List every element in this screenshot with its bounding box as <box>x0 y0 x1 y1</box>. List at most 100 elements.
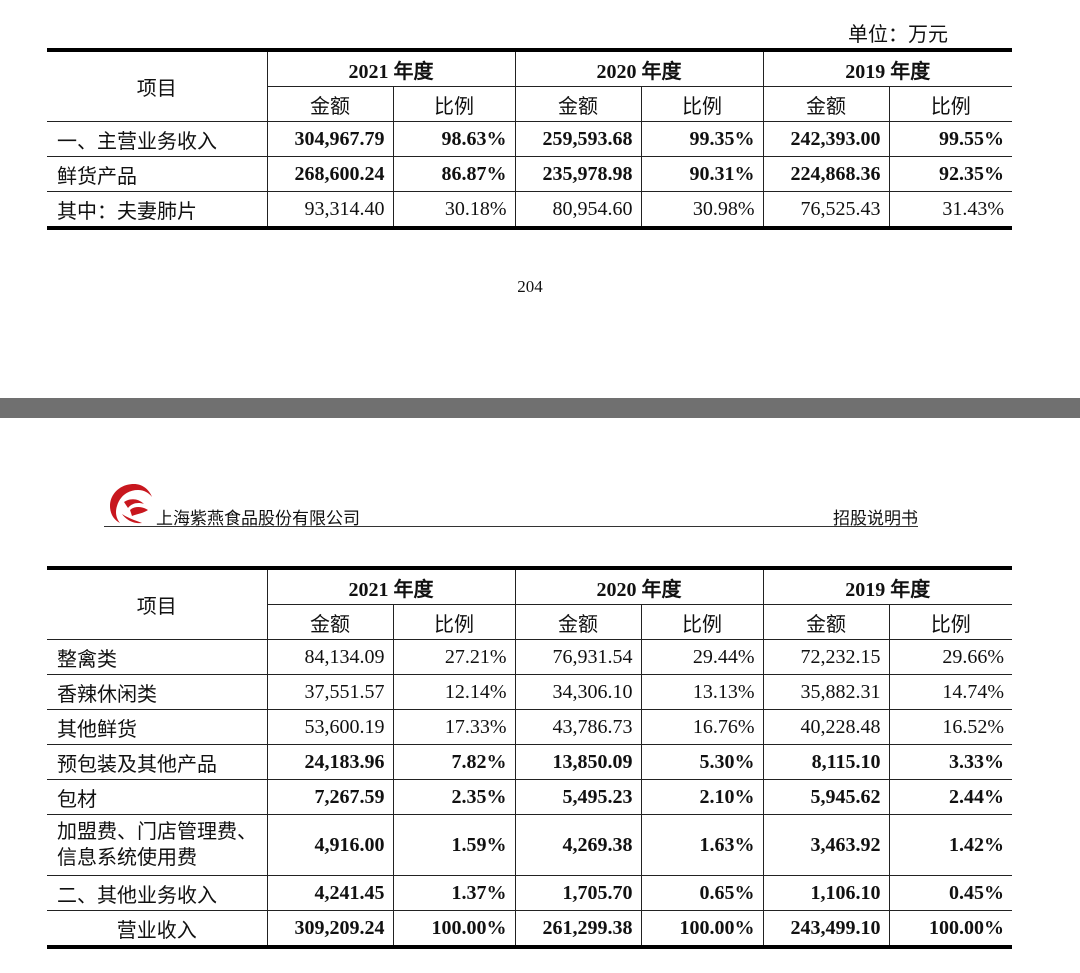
header-amount: 金额 <box>266 86 394 122</box>
cell-value: 12.14% <box>392 674 516 710</box>
header-ratio: 比例 <box>640 86 764 122</box>
cell-value: 1.59% <box>392 814 516 876</box>
cell-value: 1.42% <box>888 814 1012 876</box>
cell-value: 80,954.60 <box>514 191 642 230</box>
cell-value: 27.21% <box>392 639 516 675</box>
header-amount: 金额 <box>514 604 642 640</box>
table-row: 营业收入 309,209.24 100.00% 261,299.38 100.0… <box>47 910 1012 949</box>
cell-value: 92.35% <box>888 156 1012 192</box>
cell-value: 72,232.15 <box>762 639 890 675</box>
header-ratio: 比例 <box>888 86 1012 122</box>
cell-value: 5.30% <box>640 744 764 780</box>
row-label: 一、主营业务收入 <box>47 121 268 157</box>
cell-value: 100.00% <box>640 910 764 949</box>
cell-value: 13,850.09 <box>514 744 642 780</box>
cell-value: 29.44% <box>640 639 764 675</box>
cell-value: 2.10% <box>640 779 764 815</box>
row-label: 包材 <box>47 779 268 815</box>
cell-value: 242,393.00 <box>762 121 890 157</box>
cell-value: 3.33% <box>888 744 1012 780</box>
row-label-line: 信息系统使用费 <box>57 847 197 869</box>
cell-value: 243,499.10 <box>762 910 890 949</box>
row-label: 营业收入 <box>47 910 268 949</box>
unit-label: 单位：万元 <box>848 24 948 46</box>
cell-value: 14.74% <box>888 674 1012 710</box>
row-label: 香辣休闲类 <box>47 674 268 710</box>
cell-value: 224,868.36 <box>762 156 890 192</box>
cell-value: 43,786.73 <box>514 709 642 745</box>
cell-value: 1.63% <box>640 814 764 876</box>
cell-value: 1.37% <box>392 875 516 911</box>
cell-value: 5,945.62 <box>762 779 890 815</box>
cell-value: 3,463.92 <box>762 814 890 876</box>
header-ratio: 比例 <box>640 604 764 640</box>
header-year-2019: 2019 年度 <box>762 566 1012 605</box>
row-label: 加盟费、门店管理费、 信息系统使用费 <box>47 814 268 876</box>
row-label: 其中：夫妻肺片 <box>47 191 268 230</box>
header-item: 项目 <box>47 566 268 640</box>
cell-value: 76,931.54 <box>514 639 642 675</box>
cell-value: 37,551.57 <box>266 674 394 710</box>
header-item: 项目 <box>47 48 268 122</box>
table-row: 加盟费、门店管理费、 信息系统使用费 4,916.00 1.59% 4,269.… <box>47 814 1012 876</box>
document-type: 招股说明书 <box>833 509 918 529</box>
cell-value: 4,269.38 <box>514 814 642 876</box>
cell-value: 261,299.38 <box>514 910 642 949</box>
company-logo-icon <box>110 484 152 524</box>
cell-value: 100.00% <box>888 910 1012 949</box>
header-ratio: 比例 <box>888 604 1012 640</box>
cell-value: 30.98% <box>640 191 764 230</box>
cell-value: 29.66% <box>888 639 1012 675</box>
table-row: 预包装及其他产品 24,183.96 7.82% 13,850.09 5.30%… <box>47 744 1012 780</box>
cell-value: 90.31% <box>640 156 764 192</box>
revenue-table-part-2: 项目 2021 年度 2020 年度 2019 年度 金额 比例 金额 比例 金… <box>47 566 1012 949</box>
cell-value: 5,495.23 <box>514 779 642 815</box>
cell-value: 268,600.24 <box>266 156 394 192</box>
header-year-2020: 2020 年度 <box>514 566 764 605</box>
header-year-2021: 2021 年度 <box>266 48 516 87</box>
page-number: 204 <box>517 277 543 296</box>
cell-value: 13.13% <box>640 674 764 710</box>
cell-value: 100.00% <box>392 910 516 949</box>
table-row: 其他鲜货 53,600.19 17.33% 43,786.73 16.76% 4… <box>47 709 1012 745</box>
cell-value: 4,916.00 <box>266 814 394 876</box>
row-label: 二、其他业务收入 <box>47 875 268 911</box>
cell-value: 34,306.10 <box>514 674 642 710</box>
table-row: 一、主营业务收入 304,967.79 98.63% 259,593.68 99… <box>47 121 1012 157</box>
cell-value: 98.63% <box>392 121 516 157</box>
cell-value: 93,314.40 <box>266 191 394 230</box>
table-row: 二、其他业务收入 4,241.45 1.37% 1,705.70 0.65% 1… <box>47 875 1012 911</box>
cell-value: 309,209.24 <box>266 910 394 949</box>
cell-value: 0.65% <box>640 875 764 911</box>
header-amount: 金额 <box>762 604 890 640</box>
cell-value: 2.44% <box>888 779 1012 815</box>
cell-value: 84,134.09 <box>266 639 394 675</box>
cell-value: 0.45% <box>888 875 1012 911</box>
header-ratio: 比例 <box>392 604 516 640</box>
cell-value: 2.35% <box>392 779 516 815</box>
cell-value: 24,183.96 <box>266 744 394 780</box>
header-amount: 金额 <box>266 604 394 640</box>
company-name: 上海紫燕食品股份有限公司 <box>156 509 360 529</box>
cell-value: 17.33% <box>392 709 516 745</box>
row-label-line: 加盟费、门店管理费、 <box>57 821 257 843</box>
table-row: 其中：夫妻肺片 93,314.40 30.18% 80,954.60 30.98… <box>47 191 1012 230</box>
cell-value: 40,228.48 <box>762 709 890 745</box>
revenue-table-part-1: 项目 2021 年度 2020 年度 2019 年度 金额 比例 金额 比例 金… <box>47 48 1012 230</box>
cell-value: 16.76% <box>640 709 764 745</box>
page-header: 上海紫燕食品股份有限公司 招股说明书 <box>104 480 918 529</box>
cell-value: 259,593.68 <box>514 121 642 157</box>
cell-value: 16.52% <box>888 709 1012 745</box>
cell-value: 304,967.79 <box>266 121 394 157</box>
header-year-2021: 2021 年度 <box>266 566 516 605</box>
header-amount: 金额 <box>514 86 642 122</box>
header-year-2020: 2020 年度 <box>514 48 764 87</box>
table-row: 包材 7,267.59 2.35% 5,495.23 2.10% 5,945.6… <box>47 779 1012 815</box>
row-label: 整禽类 <box>47 639 268 675</box>
cell-value: 4,241.45 <box>266 875 394 911</box>
cell-value: 53,600.19 <box>266 709 394 745</box>
cell-value: 35,882.31 <box>762 674 890 710</box>
cell-value: 1,705.70 <box>514 875 642 911</box>
header-year-2019: 2019 年度 <box>762 48 1012 87</box>
cell-value: 7.82% <box>392 744 516 780</box>
